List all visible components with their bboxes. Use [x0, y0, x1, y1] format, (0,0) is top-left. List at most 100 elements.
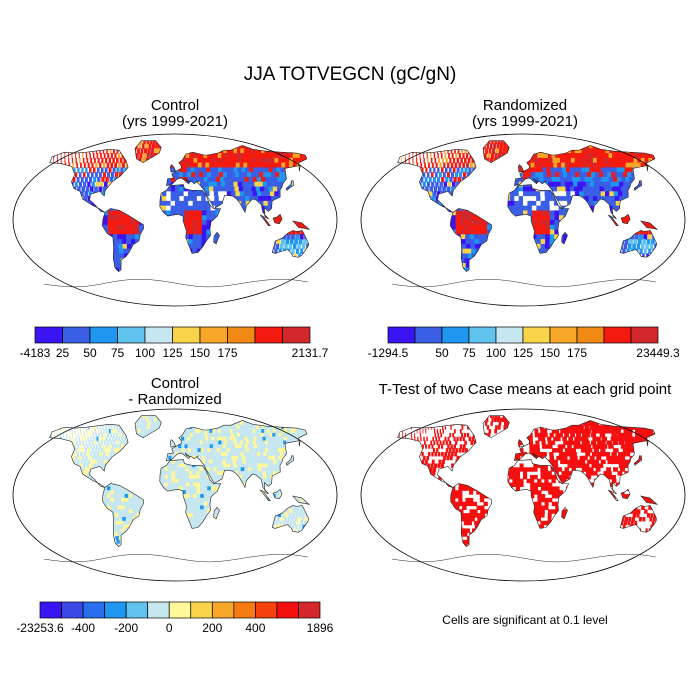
- coastline: [285, 455, 294, 466]
- coastline: [271, 230, 310, 258]
- coastline: [159, 184, 222, 254]
- panel-title-line: T-Test of two Case means at each grid po…: [378, 381, 672, 398]
- coastline: [292, 220, 310, 230]
- panel-title-line: (yrs 1999-2021): [472, 113, 578, 130]
- coastline: [213, 506, 220, 520]
- colorbar-randomized: -1294.5 50 75 100 125 150 175 23449.3: [368, 326, 680, 360]
- colorbar-swatch: [630, 326, 659, 344]
- colorbar-swatch: [414, 326, 443, 344]
- panel-title-ttest: T-Test of two Case means at each grid po…: [350, 382, 700, 398]
- colorbar-swatch: [276, 601, 299, 619]
- colorbar-swatch: [61, 601, 84, 619]
- panel-title-line: Control: [150, 375, 200, 392]
- map-border: [12, 408, 338, 582]
- colorbar-swatch: [125, 601, 149, 619]
- panel-title-line: (yrs 1999-2021): [122, 113, 228, 130]
- map-field: [397, 415, 658, 547]
- map-difference: [12, 408, 338, 582]
- coastline: [633, 180, 642, 191]
- colorbar-tick-label: 125: [512, 346, 534, 360]
- colorbar-tick-label: 175: [217, 346, 238, 360]
- colorbar-tick-label: 200: [202, 621, 223, 635]
- panel-title-randomized: Randomized (yrs 1999-2021): [375, 98, 675, 130]
- coastline: [619, 505, 658, 533]
- coastline: [482, 140, 510, 164]
- colorbar-swatch: [34, 326, 63, 344]
- colorbar-swatch: [82, 601, 105, 619]
- coastline: [397, 148, 477, 213]
- map-border: [360, 408, 686, 582]
- map-ttest: [360, 408, 686, 582]
- colorbar-swatch: [117, 326, 146, 344]
- coastline: [166, 145, 308, 220]
- map-randomized: [360, 133, 686, 307]
- colorbar-tick-label: 75: [110, 346, 125, 360]
- coastline: [607, 489, 619, 501]
- coastline: [514, 145, 656, 220]
- colorbar-swatch: [298, 601, 321, 619]
- coastline: [272, 488, 283, 500]
- panel-title-difference: Control - Randomized: [25, 376, 325, 408]
- panel-title-control: Control (yrs 1999-2021): [25, 98, 325, 130]
- coastline: [517, 164, 525, 173]
- colorbar-swatch: [387, 326, 416, 344]
- colorbar-swatch: [254, 326, 283, 344]
- colorbar-swatch: [172, 326, 201, 344]
- map-field: [49, 415, 310, 547]
- colorbar-tick-label: -200: [114, 621, 139, 635]
- coastline: [640, 220, 658, 230]
- colorbar-swatch: [147, 601, 170, 619]
- colorbar-swatch: [168, 601, 192, 619]
- coastline: [619, 230, 658, 258]
- colorbar-swatch: [211, 601, 235, 619]
- significance-note: Cells are significant at 0.1 level: [442, 613, 608, 627]
- coastline: [292, 495, 310, 505]
- coastline: [607, 214, 619, 226]
- colorbar-difference: -23253.6 -400 -200 0 200 400 1896: [16, 601, 333, 635]
- coastline: [159, 459, 222, 529]
- coastline: [507, 459, 570, 529]
- antarctic-coastline: [44, 278, 308, 288]
- coastline: [169, 164, 177, 173]
- colorbar-tick-label: -400: [71, 621, 96, 635]
- colorbar-tick-label: 100: [485, 346, 507, 360]
- colorbar-swatch: [144, 326, 173, 344]
- figure-title: JJA TOTVEGCN (gC/gN): [243, 64, 457, 85]
- colorbar-swatch: [468, 326, 497, 344]
- coastline: [507, 184, 570, 254]
- coastline: [166, 420, 308, 495]
- coastline: [561, 506, 568, 520]
- map-border: [360, 133, 686, 307]
- panel-title-line: - Randomized: [128, 391, 222, 408]
- colorbar-tick-label: 75: [462, 346, 476, 360]
- coastline: [259, 214, 271, 226]
- antarctic-coastline: [392, 278, 656, 288]
- antarctic-coastline: [44, 553, 308, 563]
- colorbar-swatch: [603, 326, 632, 344]
- colorbar-swatch: [255, 601, 278, 619]
- coastline: [482, 415, 510, 439]
- colorbar-swatch: [495, 326, 524, 344]
- colorbar-tick-label: 23449.3: [636, 346, 680, 360]
- panel-title-line: Randomized: [482, 97, 568, 114]
- map-control: [12, 133, 338, 307]
- colorbar-tick-label: 2131.7: [291, 346, 329, 360]
- coastline: [134, 140, 162, 164]
- colorbar-tick-label: 175: [566, 346, 588, 360]
- coastline: [101, 483, 144, 548]
- colorbar-swatch: [441, 326, 470, 344]
- coastline: [517, 439, 525, 448]
- colorbar-swatch: [199, 326, 228, 344]
- coastline: [259, 489, 271, 501]
- colorbar-swatch: [549, 326, 578, 344]
- colorbar-tick-label: 150: [189, 346, 211, 360]
- colorbar-swatch: [62, 326, 91, 344]
- coastline: [285, 180, 294, 191]
- colorbar-swatch: [233, 601, 256, 619]
- colorbar-tick-label: 100: [134, 346, 156, 360]
- coastline: [213, 231, 220, 245]
- colorbar-tick-label: 50: [83, 346, 97, 360]
- colorbar-tick-label: 400: [245, 621, 266, 635]
- colorbar-tick-label: -23253.6: [16, 621, 64, 635]
- colorbar-swatch: [227, 326, 256, 344]
